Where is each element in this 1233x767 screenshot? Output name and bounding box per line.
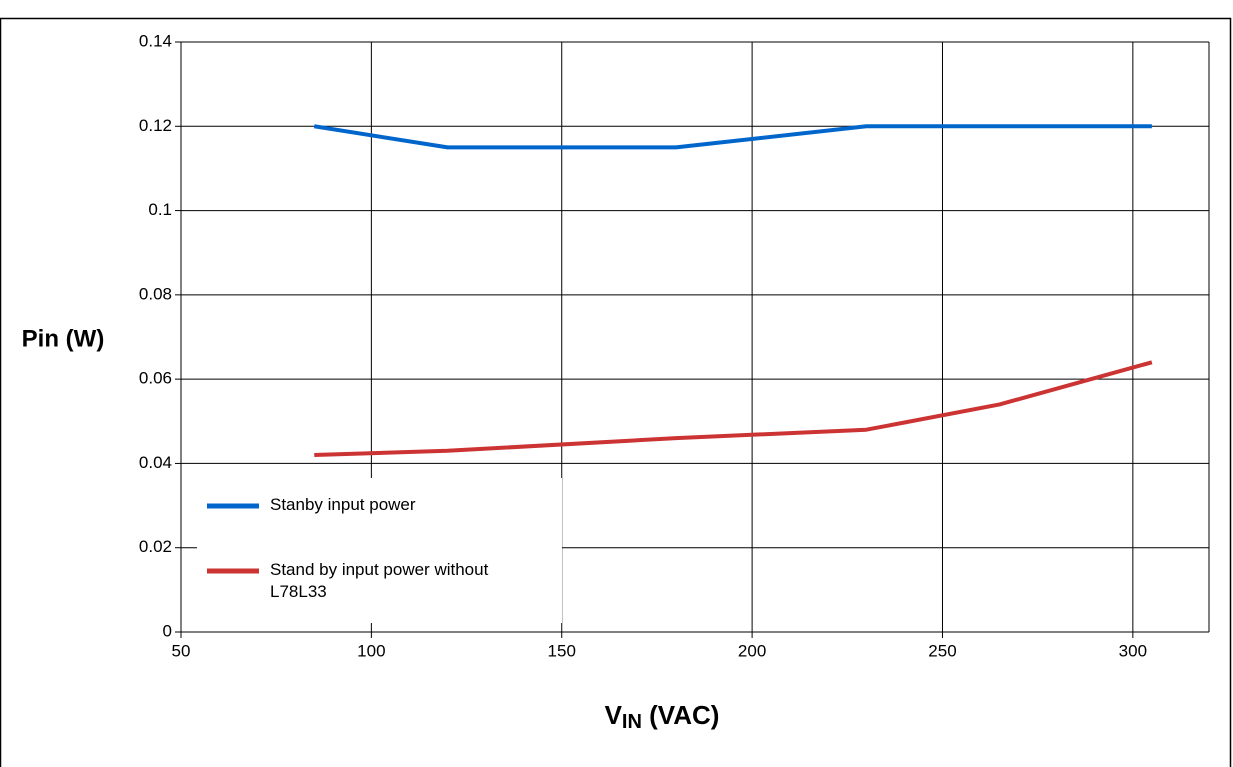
x-tick-label: 100: [357, 641, 385, 660]
legend-label: Stanby input power: [270, 495, 416, 514]
x-tick-label: 300: [1119, 641, 1147, 660]
x-tick-label: 250: [928, 641, 956, 660]
data-line: [313, 124, 1152, 150]
lines: [313, 124, 1153, 457]
y-tick-label: 0.08: [139, 284, 172, 303]
y-tick-label: 0.04: [139, 453, 172, 472]
y-tick-label: 0.06: [139, 369, 172, 388]
grid: 0 0.02 0.04 0.06 0.08 0.1 0.12 0.14 50 100 150 200 2…: [139, 31, 1210, 660]
frame: [0, 17, 1232, 767]
y-tick-label: 0.1: [148, 200, 172, 219]
legend: Stanby input power Stand by input power w…: [197, 478, 562, 623]
y-tick-label: 0: [163, 621, 172, 640]
y-tick-label: 0.02: [139, 537, 172, 556]
legend-label: Stand by input power without L78L33: [270, 560, 489, 601]
legend-box: [197, 478, 562, 623]
x-tick-label: 150: [548, 641, 576, 660]
y-tick-label: 0.14: [139, 31, 172, 50]
y-tick-label: 0.12: [139, 116, 172, 135]
x-axis-label: VIN (VAC): [605, 700, 720, 733]
y-axis-label: Pin (W): [22, 325, 105, 352]
x-tick-label: 200: [738, 641, 766, 660]
data-line: [314, 360, 1153, 457]
x-tick-label: 50: [172, 641, 191, 660]
